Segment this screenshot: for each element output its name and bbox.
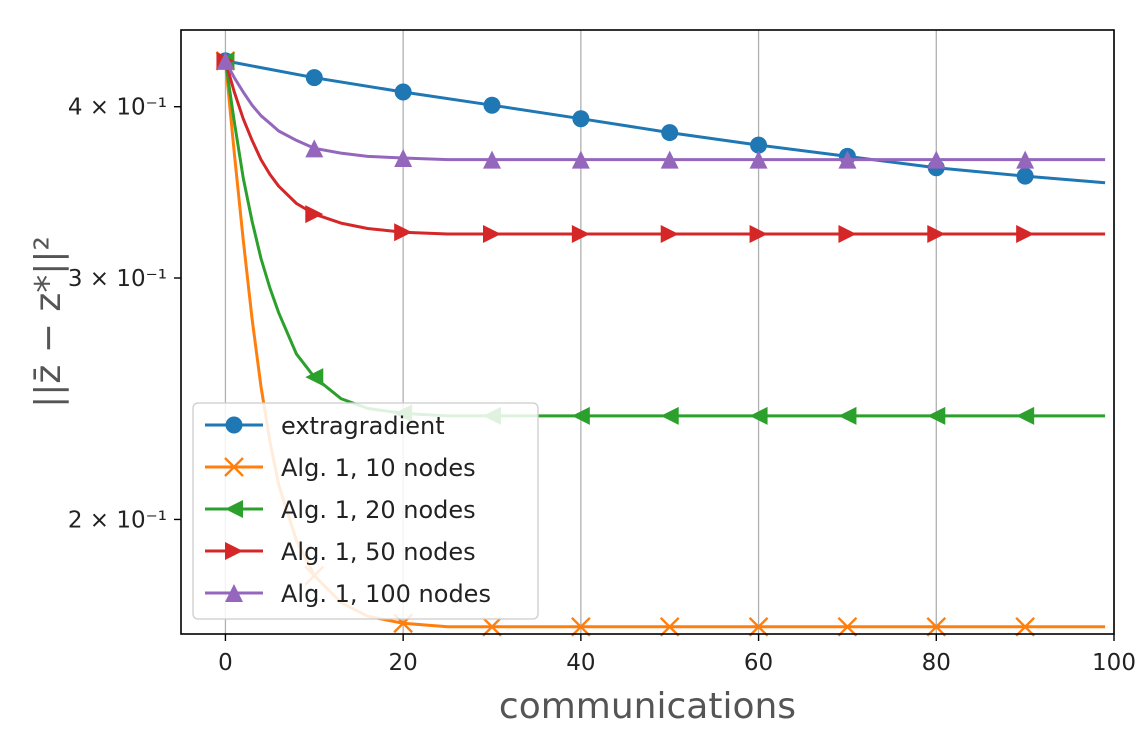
data-point (749, 225, 768, 244)
data-point (838, 406, 857, 425)
x-tick-label: 80 (922, 650, 951, 676)
y-tick-label: 3 × 10⁻¹ (68, 266, 167, 292)
data-point (750, 136, 768, 154)
x-tick-label: 0 (218, 650, 233, 676)
data-point (837, 616, 858, 637)
legend-box (192, 402, 539, 620)
data-point (572, 110, 590, 128)
series-line (223, 60, 1106, 236)
legend-label: Alg. 1, 10 nodes (281, 454, 476, 482)
data-point (305, 368, 324, 387)
legend-marker (225, 500, 243, 518)
legend-entry: extragradient (205, 412, 445, 440)
legend-marker (225, 542, 243, 560)
x-tick-label: 20 (389, 650, 418, 676)
legend: extragradient Alg. 1, 10 nodes Alg. 1, 20 … (192, 402, 539, 620)
data-point (483, 150, 501, 169)
plot-frame (180, 29, 1115, 635)
data-point (748, 616, 769, 637)
data-point (483, 96, 501, 114)
data-point (926, 616, 947, 637)
data-point (305, 139, 324, 158)
data-point (660, 225, 679, 244)
data-point (571, 150, 590, 169)
data-point (1016, 167, 1034, 185)
data-point (394, 148, 413, 167)
data-point (216, 51, 235, 70)
y-axis-label: ||z̄ − z*||² (28, 236, 69, 408)
data-point (1016, 150, 1035, 169)
data-point (660, 406, 679, 425)
y-tick-label: 2 × 10⁻¹ (68, 507, 167, 533)
data-point (571, 225, 590, 244)
data-point (482, 616, 502, 637)
data-point (838, 225, 857, 244)
series-alg-1-100-nodes (216, 51, 1106, 169)
data-point (1016, 225, 1035, 244)
legend-entry: Alg. 1, 100 nodes (205, 580, 491, 608)
data-point (571, 616, 591, 637)
legend-entry: Alg. 1, 50 nodes (205, 538, 476, 566)
data-point (483, 225, 501, 244)
series-alg-1-50-nodes (216, 51, 1106, 244)
x-tick-label: 60 (744, 650, 773, 676)
legend-label: Alg. 1, 50 nodes (281, 538, 476, 566)
data-point (838, 150, 857, 169)
legend-label: extragradient (281, 412, 445, 440)
data-point (394, 223, 413, 242)
legend-marker (224, 457, 244, 477)
legend-marker (225, 416, 243, 434)
legend-marker (225, 584, 243, 602)
legend-label: Alg. 1, 20 nodes (281, 496, 476, 524)
legend-entry: Alg. 1, 20 nodes (205, 496, 476, 524)
legend-entry: Alg. 1, 10 nodes (205, 454, 476, 482)
data-point (1016, 406, 1035, 425)
y-tick-label: 4 × 10⁻¹ (68, 95, 167, 121)
data-point (927, 225, 946, 244)
data-point (394, 83, 412, 101)
x-tick-label: 40 (566, 650, 595, 676)
data-point (571, 406, 590, 425)
legend-label: Alg. 1, 100 nodes (281, 580, 491, 608)
series-extragradient (216, 52, 1106, 185)
data-point (661, 124, 679, 142)
data-point (749, 150, 768, 169)
data-point (927, 406, 946, 425)
data-point (305, 205, 324, 224)
data-point (659, 616, 680, 637)
x-axis-label: communications (499, 686, 796, 727)
axis-ticks: 0 20 40 60 80 100 2 × 10⁻¹ 3 × 10⁻¹ 4 × 10⁻¹ (68, 95, 1136, 676)
data-point (1015, 616, 1035, 637)
data-point (660, 150, 679, 169)
data-point (305, 69, 323, 87)
x-tick-label: 100 (1092, 650, 1136, 676)
data-point (749, 406, 768, 425)
series-line (224, 60, 1106, 162)
data-point (927, 150, 946, 169)
